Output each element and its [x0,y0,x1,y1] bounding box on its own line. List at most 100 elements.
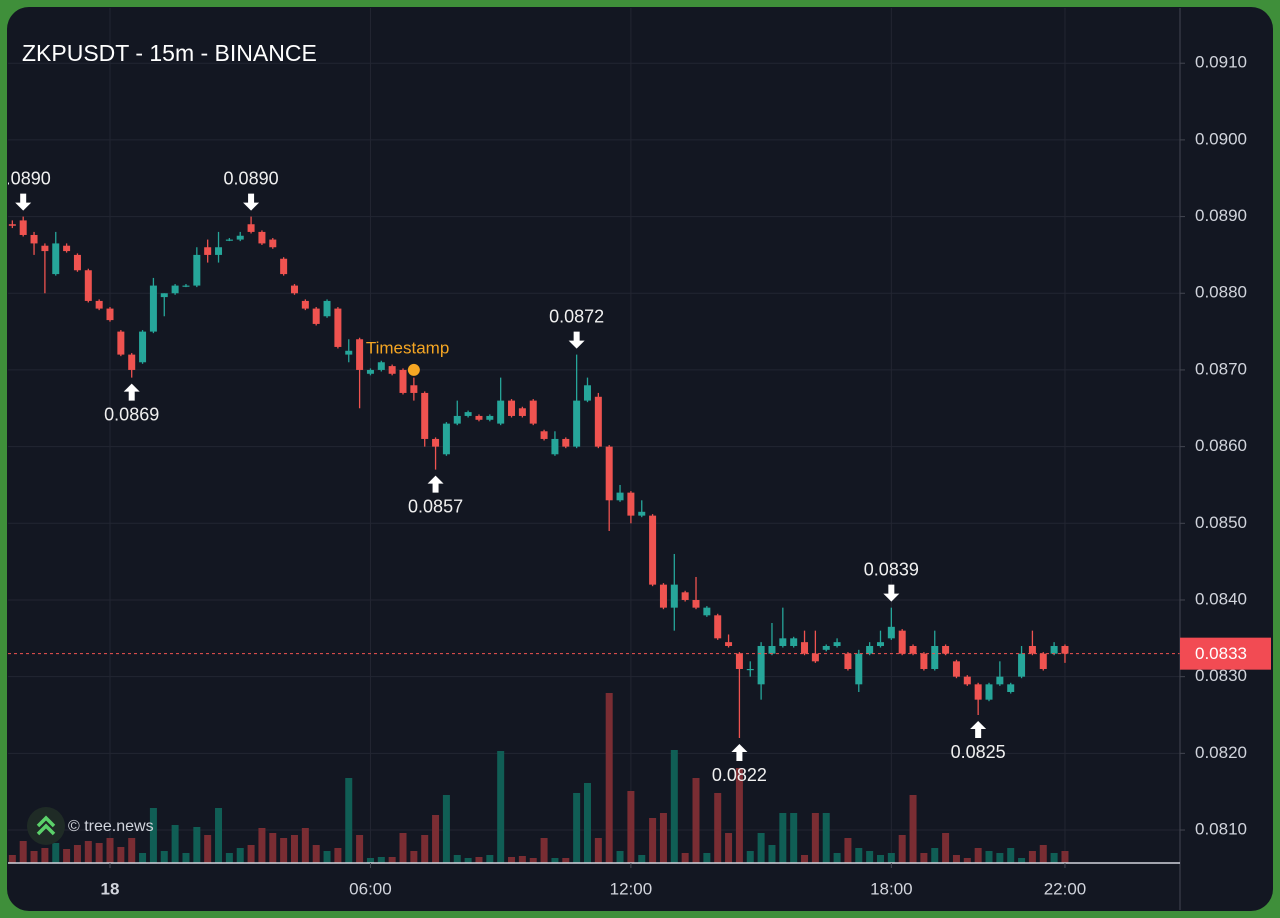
volume-bar [128,838,136,863]
volume-bar [735,768,743,863]
volume-bar [1018,858,1026,863]
panel [7,7,1273,911]
volume-bar [518,856,526,863]
volume-bar [605,693,613,863]
volume-bar [73,845,81,863]
candle-body [356,339,364,370]
candle-body [833,642,841,646]
volume-bar [876,855,884,863]
annotation-arrow [970,721,987,739]
candle-body [974,684,982,700]
volume-bar [1007,848,1015,863]
y-tick-label: 0.0880 [1195,283,1247,302]
candle-body [128,354,136,370]
candle-body [627,492,635,516]
y-tick-label: 0.0890 [1195,206,1247,225]
volume-bar [757,833,765,863]
volume-bar [84,841,92,863]
volume-bar [269,833,277,863]
volume-bar [627,791,635,863]
candle-body [149,285,157,332]
candle-body [1007,684,1015,692]
watermark: © tree.news [68,818,154,835]
volume-bar [95,843,103,863]
candle-body [171,285,179,294]
annotation-arrow [15,193,32,211]
volume-bar [399,833,407,863]
x-tick-label: 22:00 [1044,879,1087,898]
candle-body [562,438,570,447]
candle-body [30,234,38,244]
volume-bar [497,751,505,863]
candle-body [963,676,971,685]
volume-bar [692,778,700,863]
candle-body [518,408,526,416]
volume-bar [225,853,233,863]
volume-bar [952,855,960,863]
candle-body [84,270,92,301]
volume-bar [887,853,895,863]
candle-body [583,385,591,401]
candle-body [106,308,114,321]
volume-bar [236,848,244,863]
volume-bar [681,853,689,863]
volume-bar [573,793,581,863]
volume-bar [258,828,266,863]
candle-body [117,331,125,355]
volume-bar [160,851,168,863]
y-tick-label: 0.0900 [1195,129,1247,148]
volume-bar [909,795,917,863]
candle-body [63,245,71,252]
candle-body [182,285,190,287]
y-tick-label: 0.0810 [1195,820,1247,839]
volume-bar [616,851,624,863]
volume-bar [171,825,179,863]
annotation-label: 0.0857 [408,496,463,516]
candle-body [193,254,201,286]
volume-bar [486,855,494,863]
candle-body [594,396,602,447]
candle-body [236,235,244,240]
chart-title: ZKPUSDT - 15m - BINANCE [22,40,317,66]
candle-body [822,645,830,650]
candle-body [453,415,461,424]
volume-bar [540,838,548,863]
volume-bar [410,851,418,863]
volume-bar [768,845,776,863]
candle-body [345,350,353,355]
candle-body [714,615,722,639]
volume-bar [345,778,353,863]
volume-bar [106,838,114,863]
y-tick-label: 0.0850 [1195,513,1247,532]
candle-body [551,438,559,455]
volume-bar [475,857,483,863]
volume-bar [19,841,27,863]
volume-bar [942,833,950,863]
candle-body [508,400,516,416]
timestamp-label: Timestamp [366,338,449,357]
candle-body [95,300,103,309]
volume-bar [725,833,733,863]
candle-body [497,400,505,424]
volume-bar [1061,851,1069,863]
candle-body [909,645,917,654]
candle-body [801,642,809,654]
candle-body [432,438,440,447]
y-tick-label: 0.0830 [1195,666,1247,685]
volume-bar [822,813,830,863]
volume-bar [529,858,537,863]
volume-bar [583,783,591,863]
candle-body [258,231,266,244]
candle-body [225,239,233,241]
candle-body [529,400,537,424]
volume-bar [117,847,125,863]
volume-bar [247,845,255,863]
candle-body [269,239,277,248]
annotation-arrow [243,193,260,211]
candle-body [844,653,852,669]
volume-bar [974,848,982,863]
candle-body [725,642,733,646]
candle-body [540,431,548,439]
annotation-label: 0.0825 [951,742,1006,762]
x-tick-label: 18:00 [870,879,913,898]
